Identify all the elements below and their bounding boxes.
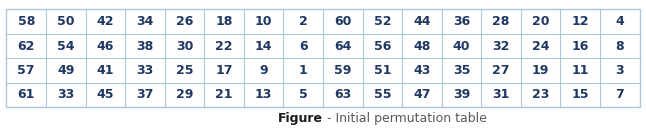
Text: 17: 17 — [215, 64, 233, 77]
Text: 24: 24 — [532, 40, 549, 53]
Text: 57: 57 — [17, 64, 35, 77]
Text: 47: 47 — [413, 88, 431, 101]
Text: 12: 12 — [572, 15, 589, 28]
Text: 3: 3 — [616, 64, 624, 77]
Text: 5: 5 — [299, 88, 307, 101]
Text: 4: 4 — [616, 15, 624, 28]
Text: 16: 16 — [572, 40, 589, 53]
Text: 45: 45 — [97, 88, 114, 101]
Text: 2: 2 — [299, 15, 307, 28]
Text: 58: 58 — [17, 15, 35, 28]
Text: 10: 10 — [255, 15, 273, 28]
Text: 55: 55 — [373, 88, 391, 101]
Text: 49: 49 — [57, 64, 74, 77]
Text: 46: 46 — [97, 40, 114, 53]
Text: 39: 39 — [453, 88, 470, 101]
Text: 6: 6 — [299, 40, 307, 53]
Text: 8: 8 — [616, 40, 624, 53]
Text: 14: 14 — [255, 40, 273, 53]
Text: 64: 64 — [334, 40, 351, 53]
Text: 52: 52 — [373, 15, 391, 28]
Text: 15: 15 — [572, 88, 589, 101]
Text: 31: 31 — [492, 88, 510, 101]
Text: 35: 35 — [453, 64, 470, 77]
Text: 9: 9 — [259, 64, 268, 77]
Text: 37: 37 — [136, 88, 154, 101]
Text: 32: 32 — [492, 40, 510, 53]
Text: 19: 19 — [532, 64, 549, 77]
Text: 29: 29 — [176, 88, 193, 101]
Text: 51: 51 — [373, 64, 391, 77]
Text: Figure: Figure — [278, 112, 323, 125]
Text: 23: 23 — [532, 88, 549, 101]
Text: 54: 54 — [57, 40, 74, 53]
Text: 56: 56 — [373, 40, 391, 53]
Text: 30: 30 — [176, 40, 193, 53]
Text: 18: 18 — [215, 15, 233, 28]
Text: 20: 20 — [532, 15, 549, 28]
Text: 41: 41 — [97, 64, 114, 77]
Text: 40: 40 — [453, 40, 470, 53]
Text: 7: 7 — [616, 88, 624, 101]
Text: 43: 43 — [413, 64, 431, 77]
Text: 28: 28 — [492, 15, 510, 28]
Bar — [6, 9, 640, 107]
Text: 1: 1 — [299, 64, 307, 77]
Text: 59: 59 — [334, 64, 351, 77]
Text: 61: 61 — [17, 88, 35, 101]
Text: 36: 36 — [453, 15, 470, 28]
Text: 48: 48 — [413, 40, 431, 53]
Text: 50: 50 — [57, 15, 74, 28]
Text: 33: 33 — [136, 64, 154, 77]
Text: - Initial permutation table: - Initial permutation table — [323, 112, 487, 125]
Text: 60: 60 — [334, 15, 351, 28]
Text: 27: 27 — [492, 64, 510, 77]
Text: 33: 33 — [57, 88, 74, 101]
Text: 21: 21 — [215, 88, 233, 101]
Text: 44: 44 — [413, 15, 431, 28]
Text: 13: 13 — [255, 88, 273, 101]
Text: 63: 63 — [334, 88, 351, 101]
Text: 38: 38 — [136, 40, 154, 53]
Text: 22: 22 — [215, 40, 233, 53]
Text: 62: 62 — [17, 40, 35, 53]
Text: 26: 26 — [176, 15, 193, 28]
Text: 25: 25 — [176, 64, 193, 77]
Text: 11: 11 — [572, 64, 589, 77]
Text: 34: 34 — [136, 15, 154, 28]
Text: 42: 42 — [97, 15, 114, 28]
